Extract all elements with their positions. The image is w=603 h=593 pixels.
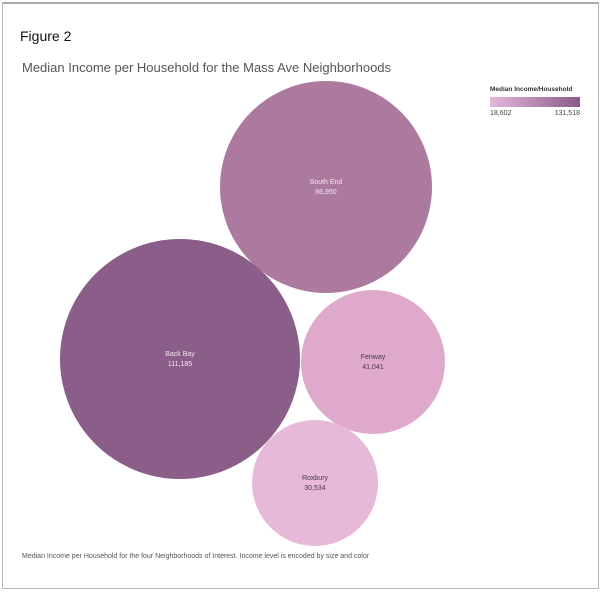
bubble-value-south-end: 86,950 [315,189,337,196]
color-legend: Median Income/Household 18,602 131,518 [490,86,580,117]
bubble-value-roxbury: 30,534 [304,485,326,492]
bubble-value-fenway: 41,041 [362,364,384,371]
legend-title: Median Income/Household [490,86,573,93]
bubble-roxbury [252,420,378,546]
legend-gradient-bar [490,97,580,107]
bubble-south-end [220,81,432,293]
bubble-value-back-bay: 111,185 [168,361,192,368]
legend-max-label: 131,518 [554,110,580,117]
bubble-label-roxbury: Roxbury [302,475,329,482]
chart-caption: Median Income per Household for the four… [22,553,370,560]
bubble-fenway [301,290,445,434]
figure-label: Figure 2 [20,28,72,44]
chart-title: Median Income per Household for the Mass… [22,60,392,75]
bubble-label-fenway: Fenway [361,354,386,361]
legend-min-label: 18,602 [490,110,512,117]
bubble-label-south-end: South End [310,179,343,186]
bubble-label-back-bay: Back Bay [165,351,195,358]
bubble-back-bay [60,239,300,479]
